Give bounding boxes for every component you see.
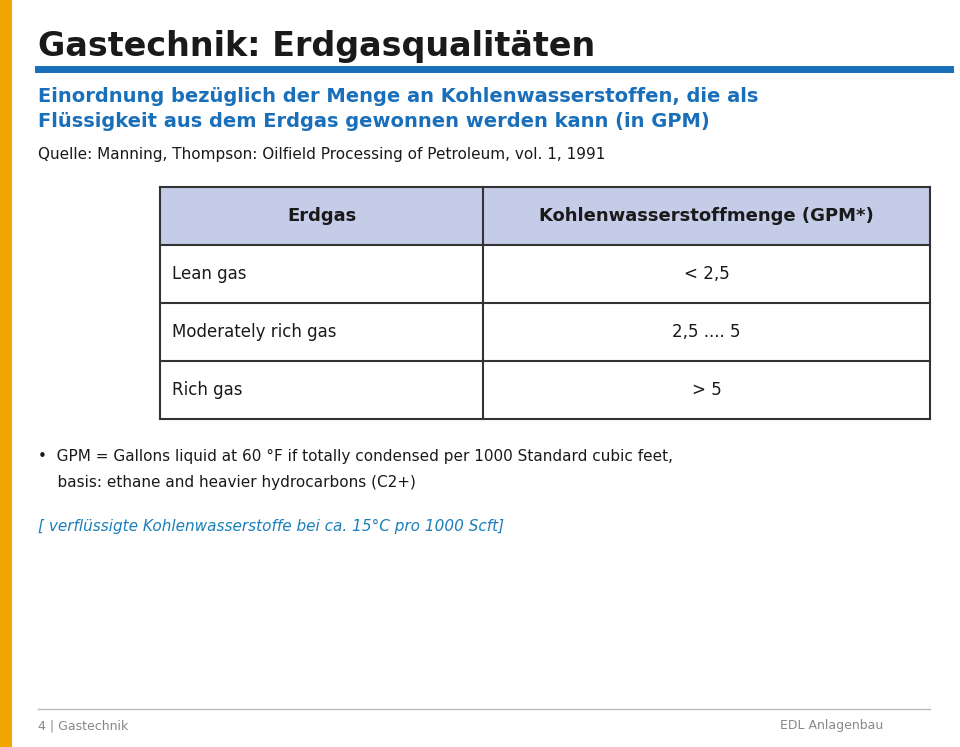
- Text: Erdgas: Erdgas: [287, 207, 356, 225]
- Bar: [0, 0, 12, 747]
- Bar: [484, 361, 930, 419]
- Bar: [160, 303, 484, 361]
- Text: Kohlenwasserstoffmenge (GPM*): Kohlenwasserstoffmenge (GPM*): [540, 207, 874, 225]
- Bar: [160, 245, 484, 303]
- Text: Rich gas: Rich gas: [172, 381, 243, 399]
- Text: Einordnung bezüglich der Menge an Kohlenwasserstoffen, die als: Einordnung bezüglich der Menge an Kohlen…: [38, 87, 758, 106]
- Text: Lean gas: Lean gas: [172, 265, 247, 283]
- Text: Gastechnik: Erdgasqualitäten: Gastechnik: Erdgasqualitäten: [38, 30, 595, 63]
- Bar: [160, 361, 484, 419]
- Text: EDL Anlagenbau: EDL Anlagenbau: [780, 719, 883, 732]
- Text: [ verflüssigte Kohlenwasserstoffe bei ca. 15°C pro 1000 Scft]: [ verflüssigte Kohlenwasserstoffe bei ca…: [38, 519, 504, 534]
- Text: < 2,5: < 2,5: [684, 265, 730, 283]
- Text: 2,5 .... 5: 2,5 .... 5: [672, 323, 741, 341]
- Bar: [484, 187, 930, 245]
- Text: 4 | Gastechnik: 4 | Gastechnik: [38, 719, 129, 732]
- Text: > 5: > 5: [692, 381, 722, 399]
- Text: Quelle: Manning, Thompson: Oilfield Processing of Petroleum, vol. 1, 1991: Quelle: Manning, Thompson: Oilfield Proc…: [38, 147, 606, 162]
- Text: basis: ethane and heavier hydrocarbons (C2+): basis: ethane and heavier hydrocarbons (…: [38, 475, 416, 490]
- Text: Flüssigkeit aus dem Erdgas gewonnen werden kann (in GPM): Flüssigkeit aus dem Erdgas gewonnen werd…: [38, 112, 709, 131]
- Bar: [484, 303, 930, 361]
- Bar: [484, 245, 930, 303]
- Text: •  GPM = Gallons liquid at 60 °F if totally condensed per 1000 Standard cubic fe: • GPM = Gallons liquid at 60 °F if total…: [38, 449, 673, 464]
- Bar: [160, 187, 484, 245]
- Text: Moderately rich gas: Moderately rich gas: [172, 323, 337, 341]
